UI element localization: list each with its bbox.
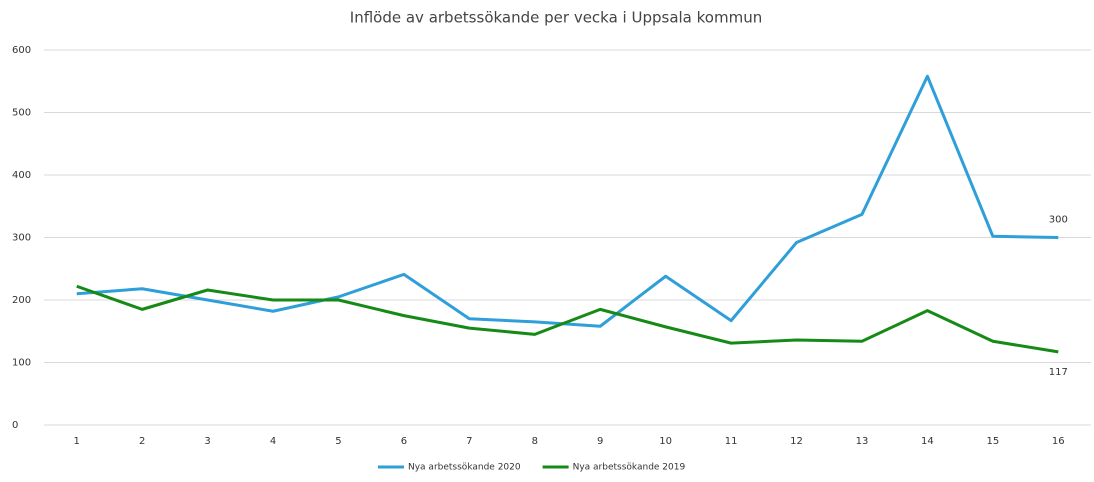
y-tick-label: 300 [12,233,31,244]
y-tick-label: 200 [12,295,31,306]
x-tick-label: 8 [532,436,538,447]
y-tick-label: 600 [12,45,31,56]
y-tick-label: 0 [12,420,18,431]
x-tick-label: 14 [921,436,934,447]
x-tick-label: 6 [401,436,407,447]
x-tick-label: 7 [466,436,472,447]
data-label: 117 [1049,367,1068,378]
legend-label: Nya arbetssökande 2020 [408,463,521,473]
legend-label: Nya arbetssökande 2019 [573,463,686,473]
x-tick-label: 1 [74,436,80,447]
y-tick-label: 100 [12,358,31,369]
x-tick-label: 4 [270,436,276,447]
data-label: 300 [1049,215,1068,226]
y-tick-label: 400 [12,170,31,181]
x-tick-label: 16 [1052,436,1065,447]
x-tick-label: 12 [790,436,803,447]
x-tick-label: 15 [986,436,999,447]
series-line [76,74,1059,328]
x-tick-label: 13 [856,436,869,447]
x-tick-label: 9 [597,436,603,447]
x-tick-label: 11 [725,436,738,447]
x-tick-label: 2 [139,436,145,447]
x-tick-label: 10 [659,436,672,447]
y-tick-label: 500 [12,108,31,119]
chart-title: Inflöde av arbetssökande per vecka i Upp… [350,9,762,27]
series-line [76,284,1059,354]
x-tick-label: 3 [204,436,210,447]
x-tick-label: 5 [335,436,341,447]
